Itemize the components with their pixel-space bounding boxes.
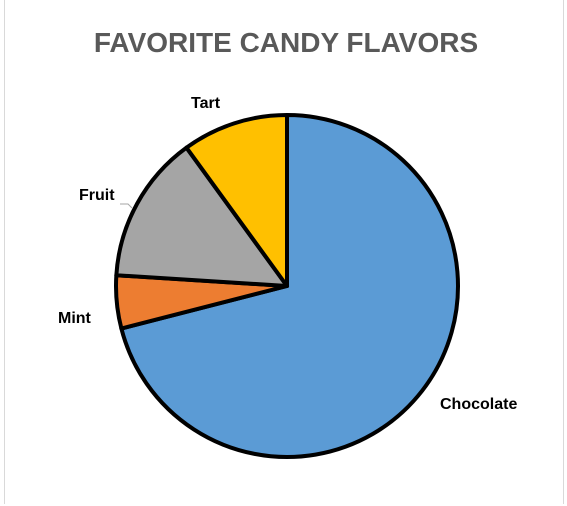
- slice-label-tart: Tart: [191, 95, 221, 112]
- chart-title: FAVORITE CANDY FLAVORS: [94, 27, 478, 58]
- pie-slice-chocolate: [119, 113, 460, 459]
- slice-label-fruit: Fruit: [79, 187, 115, 204]
- slice-labels: Chocolate Mint Fruit Tart: [58, 95, 517, 413]
- leader-line-fruit: [120, 203, 133, 209]
- pie-slice-fruit: [114, 145, 289, 288]
- slice-label-mint: Mint: [58, 310, 92, 327]
- pie-slices: [114, 113, 460, 459]
- slice-label-chocolate: Chocolate: [440, 396, 517, 413]
- pie-slice-tart: [184, 113, 289, 288]
- leader-lines: [120, 203, 133, 209]
